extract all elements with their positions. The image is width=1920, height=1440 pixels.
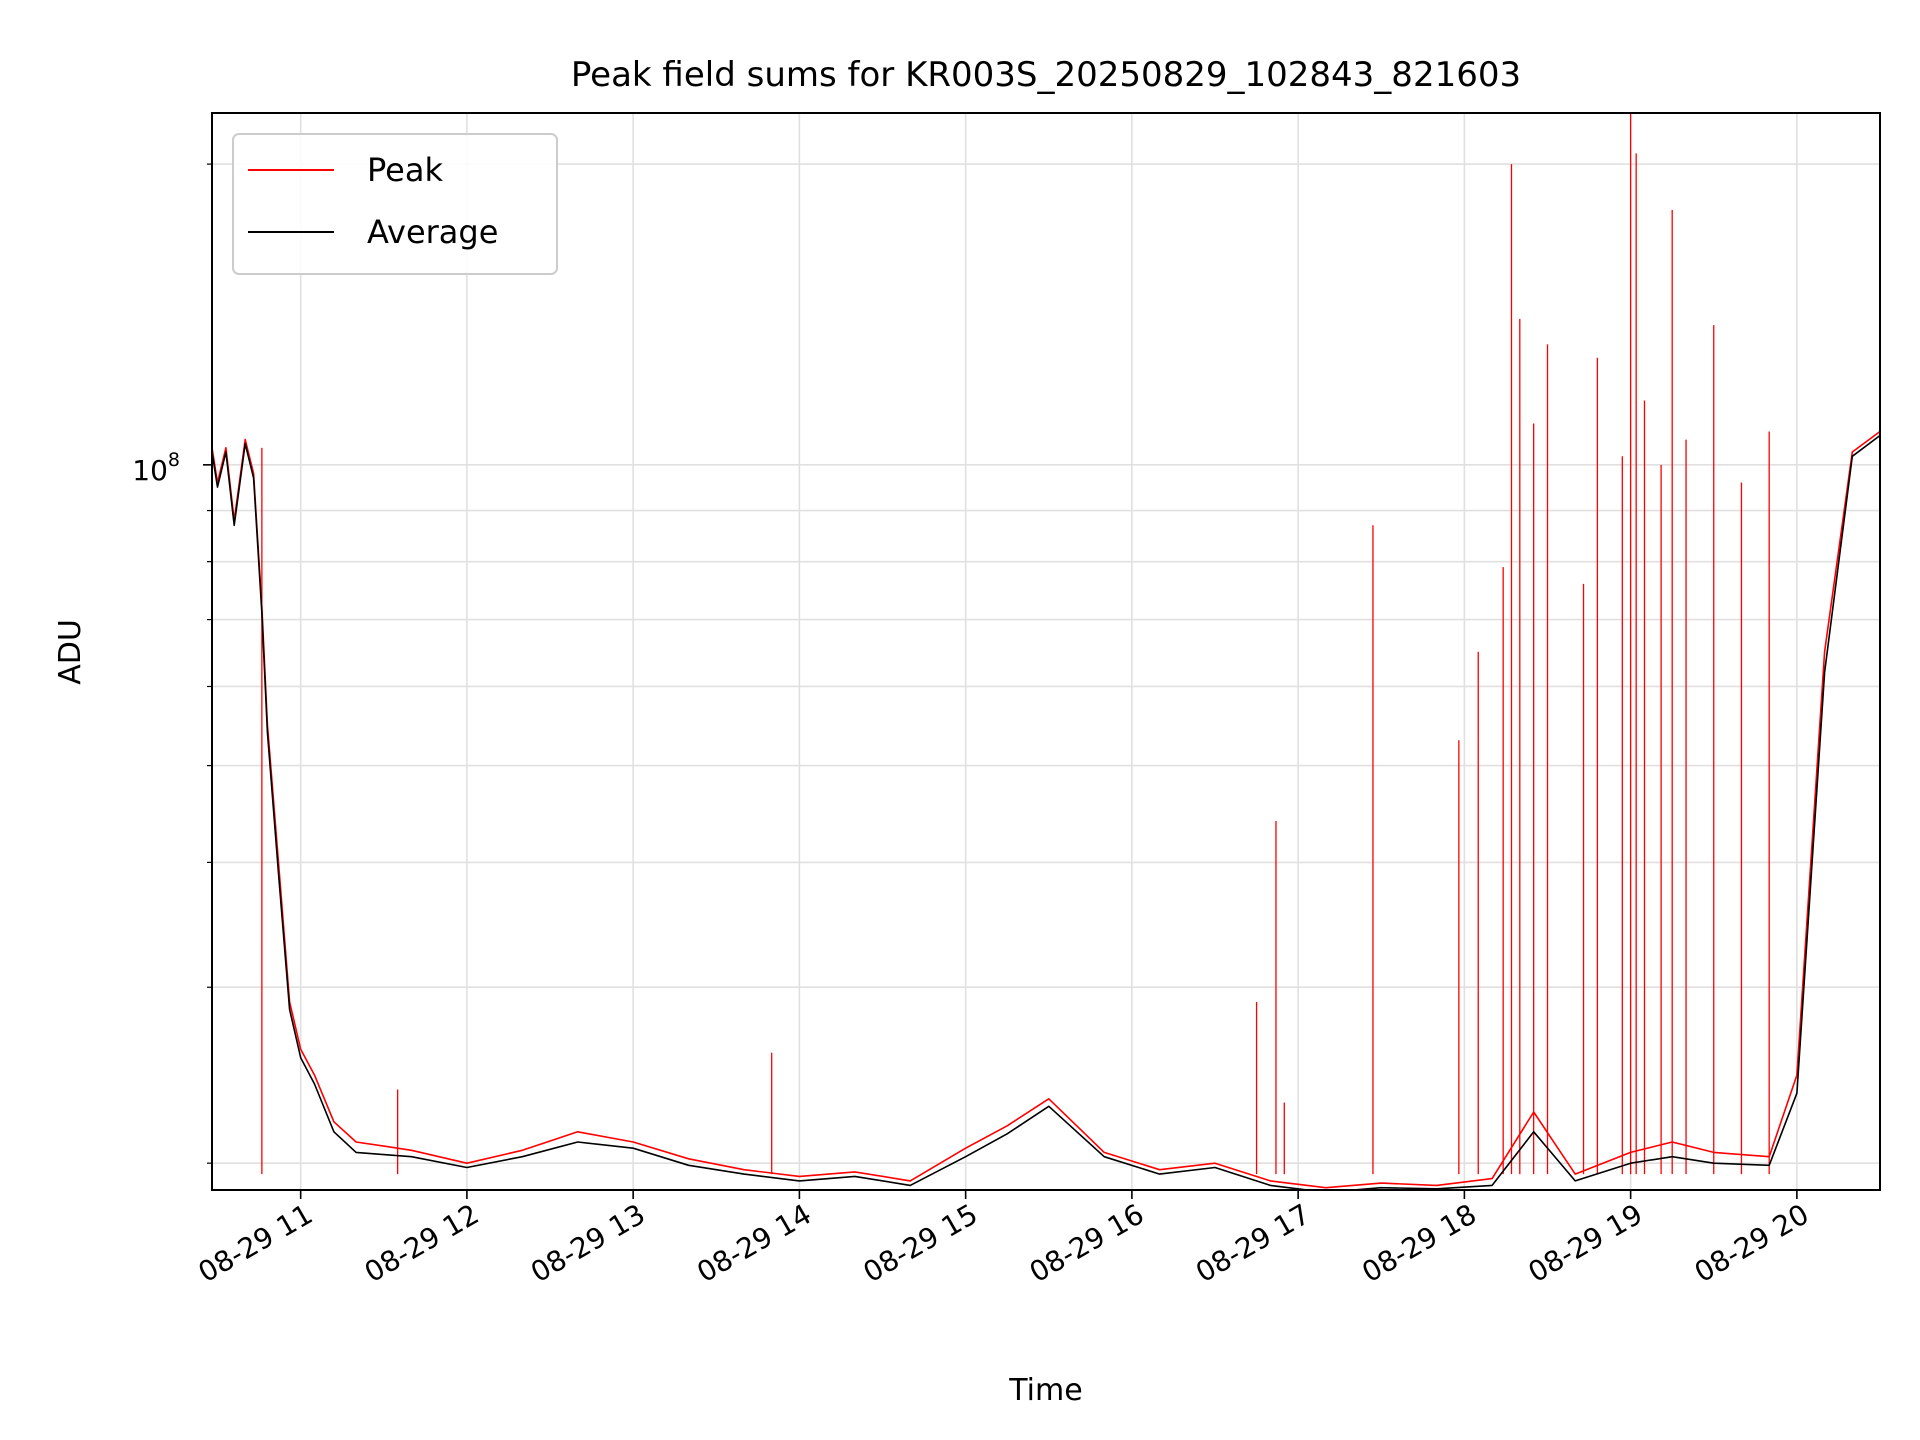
plot-frame [211, 112, 1881, 1191]
legend: Peak Average [232, 133, 558, 275]
chart-title: Peak field sums for KR003S_20250829_1028… [571, 55, 1521, 95]
y-axis [203, 163, 212, 1164]
series-line-average [212, 434, 1880, 1190]
y-axis-label: ADU [53, 619, 88, 685]
x-axis-label: Time [1008, 1373, 1082, 1408]
y-tick-label-1e8: 108 [132, 449, 180, 487]
series-layer [212, 113, 1880, 1190]
legend-label-peak: Peak [367, 151, 443, 189]
legend-label-average: Average [367, 213, 498, 251]
